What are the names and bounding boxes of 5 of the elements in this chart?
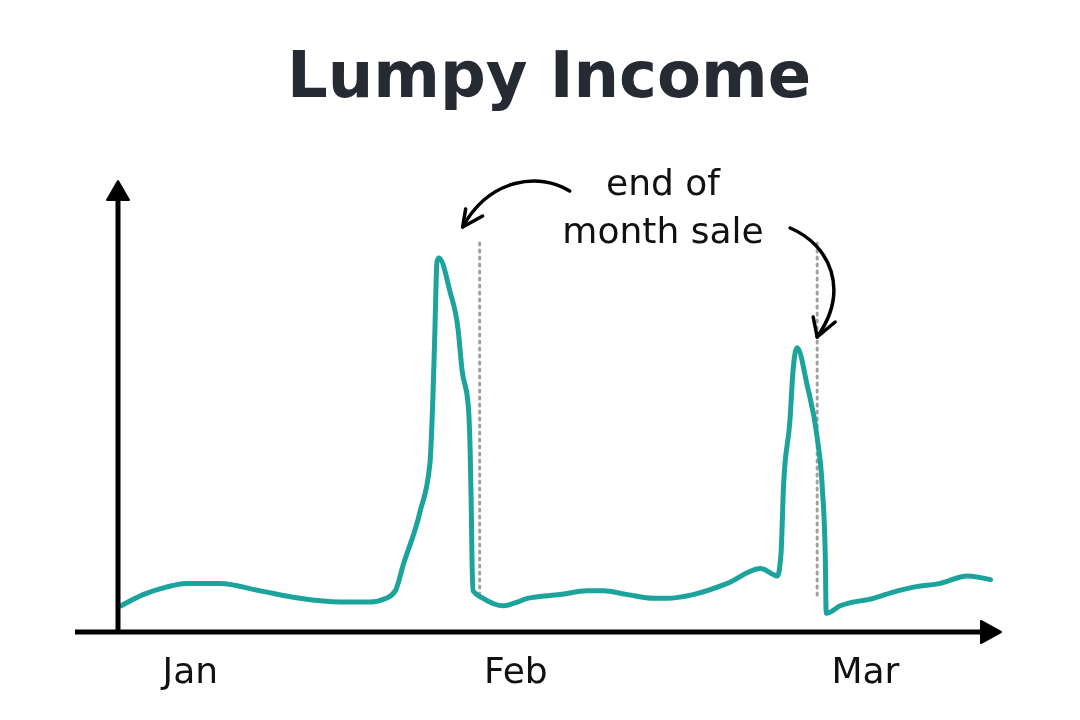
x-tick-label: Feb — [483, 650, 548, 691]
x-tick-label: Jan — [160, 650, 219, 691]
text: end of month sale — [562, 162, 764, 251]
chart-title: Lumpy Income — [286, 38, 812, 112]
x-tick-label: Mar — [831, 650, 900, 691]
